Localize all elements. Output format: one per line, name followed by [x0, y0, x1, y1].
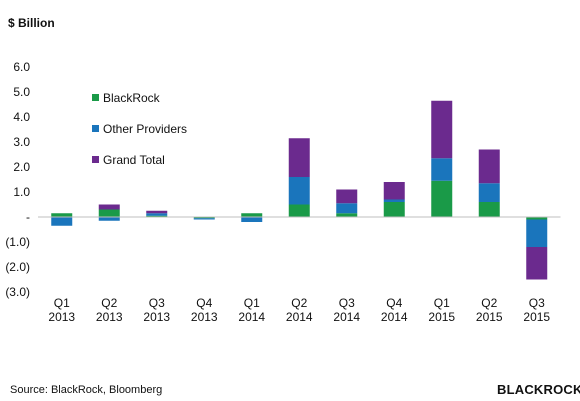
x-tick-label: 2014	[286, 310, 313, 324]
x-tick-label: 2015	[476, 310, 503, 324]
x-tick-label: 2013	[191, 310, 218, 324]
y-axis: 6.0 5.0 4.0 3.0 2.0 1.0 - (1.0) (2.0) (3.0)	[5, 60, 30, 299]
x-tick-label: Q2	[481, 296, 497, 310]
y-tick-label: (3.0)	[5, 285, 30, 299]
x-tick-label: Q1	[434, 296, 450, 310]
bar-segment	[51, 217, 73, 226]
bar-segment	[383, 199, 405, 202]
x-tick-label: 2015	[523, 310, 550, 324]
y-tick-label: 1.0	[13, 185, 30, 199]
y-tick-label: 5.0	[13, 85, 30, 99]
bar-segment	[383, 182, 405, 200]
bar-segment	[288, 177, 310, 205]
bar-segment	[288, 204, 310, 217]
blackrock-logo: BLACKROCK	[497, 382, 580, 397]
legend-swatch	[92, 125, 99, 132]
legend-item: BlackRock	[92, 82, 187, 113]
bar-segment	[98, 204, 120, 210]
bar-segment	[51, 213, 73, 217]
bar-segment	[478, 202, 500, 217]
legend-swatch	[92, 94, 99, 101]
y-tick-label: (1.0)	[5, 235, 30, 249]
bar-segment	[288, 138, 310, 177]
bar-segment	[146, 213, 168, 216]
x-tick-label: Q4	[196, 296, 212, 310]
bar-segment	[478, 149, 500, 184]
x-tick-label: 2013	[48, 310, 75, 324]
x-tick-label: 2013	[143, 310, 170, 324]
bar-segment	[98, 209, 120, 217]
x-tick-label: Q3	[529, 296, 545, 310]
x-tick-label: Q4	[386, 296, 402, 310]
bar-segment	[526, 217, 548, 220]
bar-segment	[241, 217, 263, 222]
bar-segment	[478, 183, 500, 202]
x-tick-label: 2014	[333, 310, 360, 324]
bar-segment	[431, 180, 453, 217]
y-tick-label: (2.0)	[5, 260, 30, 274]
bar-segment	[241, 213, 263, 217]
y-tick-label: 4.0	[13, 110, 30, 124]
bar-segment	[526, 219, 548, 247]
legend-item: Grand Total	[92, 144, 187, 175]
x-tick-label: Q3	[339, 296, 355, 310]
bar-segment	[336, 203, 358, 214]
unit-label: $ Billion	[8, 16, 55, 30]
x-axis: Q12013Q22013Q32013Q42013Q12014Q22014Q320…	[48, 296, 550, 324]
bar-segment	[431, 100, 453, 159]
bar-segment	[383, 202, 405, 217]
bars	[38, 100, 561, 280]
y-tick-label: 3.0	[13, 135, 30, 149]
y-tick-label: -	[26, 210, 30, 224]
bar-segment	[336, 189, 358, 204]
bar-segment	[526, 247, 548, 280]
bar-segment	[193, 217, 215, 219]
x-tick-label: Q2	[291, 296, 307, 310]
x-tick-label: Q3	[149, 296, 165, 310]
x-tick-label: 2013	[96, 310, 123, 324]
legend-label: Grand Total	[103, 152, 165, 167]
y-tick-label: 6.0	[13, 60, 30, 74]
x-tick-label: 2014	[238, 310, 265, 324]
legend-label: BlackRock	[103, 90, 160, 105]
x-tick-label: 2015	[428, 310, 455, 324]
bar-segment	[98, 217, 120, 221]
legend: BlackRock Other Providers Grand Total	[92, 82, 187, 175]
bar-segment	[146, 215, 168, 217]
bar-segment	[193, 218, 215, 220]
legend-item: Other Providers	[92, 113, 187, 144]
bar-segment	[146, 210, 168, 214]
x-tick-label: 2014	[381, 310, 408, 324]
x-tick-label: Q2	[101, 296, 117, 310]
x-tick-label: Q1	[244, 296, 260, 310]
x-tick-label: Q1	[54, 296, 70, 310]
legend-label: Other Providers	[103, 121, 188, 136]
bar-segment	[336, 213, 358, 217]
bar-segment	[431, 158, 453, 181]
y-tick-label: 2.0	[13, 160, 30, 174]
legend-swatch	[92, 156, 99, 163]
source-note: Source: BlackRock, Bloomberg	[10, 384, 163, 396]
